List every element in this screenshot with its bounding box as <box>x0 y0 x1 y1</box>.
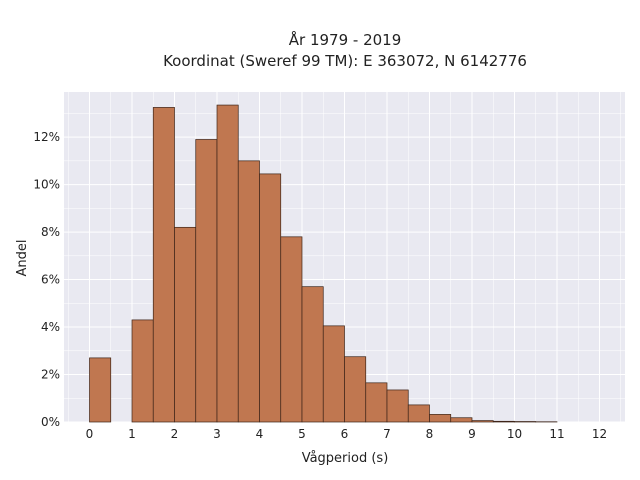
histogram-bar <box>386 389 409 423</box>
x-axis-label: Vågperiod (s) <box>302 451 389 466</box>
y-tick-label: 2% <box>41 368 60 382</box>
x-tick-label: 5 <box>298 427 306 441</box>
x-tick-label: 7 <box>383 427 391 441</box>
y-tick-label: 12% <box>33 130 60 144</box>
histogram-bar <box>152 107 175 423</box>
x-tick-label: 2 <box>171 427 179 441</box>
histogram-bar <box>301 286 324 423</box>
bars <box>89 104 558 423</box>
x-tick-label: 6 <box>341 427 349 441</box>
x-tick-label: 0 <box>86 427 94 441</box>
x-tick-label: 8 <box>426 427 434 441</box>
x-tick-label: 3 <box>213 427 221 441</box>
x-tick-label: 10 <box>507 427 522 441</box>
y-axis-label: Andel <box>15 240 30 277</box>
histogram-bar <box>174 226 197 423</box>
histogram-bar <box>195 139 218 423</box>
x-tick-label: 1 <box>128 427 136 441</box>
y-tick-label: 8% <box>41 225 60 239</box>
x-tick-label: 9 <box>468 427 476 441</box>
histogram-bar <box>407 404 430 423</box>
histogram-bar <box>450 417 473 423</box>
chart-title-line2: Koordinat (Sweref 99 TM): E 363072, N 61… <box>163 52 527 70</box>
x-tick-label: 4 <box>256 427 264 441</box>
histogram-bar <box>216 104 239 423</box>
histogram-bar <box>471 420 494 423</box>
histogram-bar <box>259 173 282 423</box>
y-axis-ticks: 0% 2% 4% 6% 8% 10% 12% <box>33 130 60 429</box>
histogram-bar <box>365 382 388 423</box>
y-tick-label: 0% <box>41 415 60 429</box>
x-axis-ticks: 0 1 2 3 4 5 6 7 8 9 10 11 12 <box>86 427 607 441</box>
histogram-bar <box>492 420 515 423</box>
histogram-bar <box>237 160 260 423</box>
histogram-bar <box>429 414 452 423</box>
histogram-bar <box>280 236 303 423</box>
chart-title-line1: År 1979 - 2019 <box>289 30 402 49</box>
histogram-bar <box>89 357 112 423</box>
x-tick-label: 11 <box>549 427 564 441</box>
y-tick-label: 10% <box>33 178 60 192</box>
histogram-bar <box>344 356 367 423</box>
histogram-bar <box>131 319 154 423</box>
y-tick-label: 6% <box>41 273 60 287</box>
y-tick-label: 4% <box>41 320 60 334</box>
x-tick-label: 12 <box>592 427 607 441</box>
histogram-bar <box>322 325 345 423</box>
